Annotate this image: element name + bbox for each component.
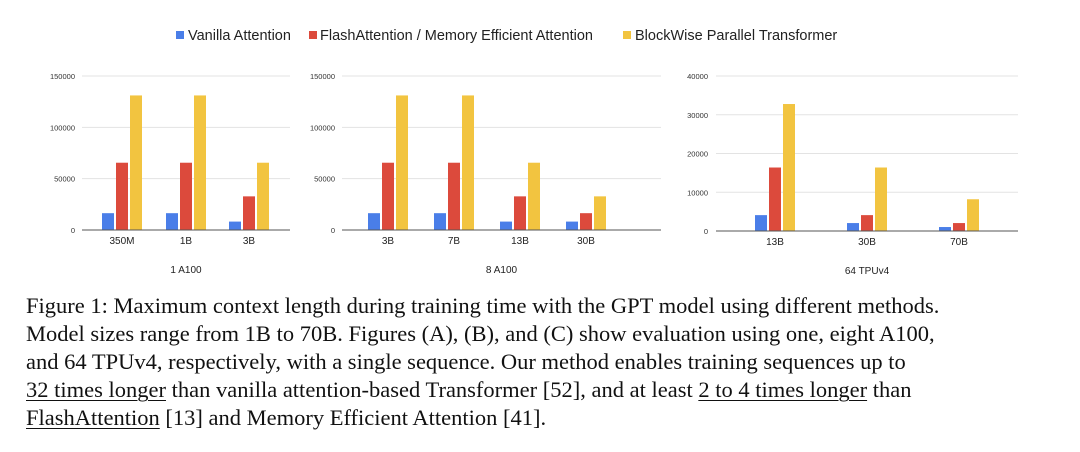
- y-tick-label: 0: [704, 227, 708, 236]
- x-axis-label: 64 TPUv4: [845, 266, 890, 277]
- bar: [875, 167, 887, 231]
- x-tick-label: 13B: [511, 236, 529, 247]
- bar: [861, 215, 873, 231]
- bar: [953, 223, 965, 231]
- x-tick-label: 1B: [180, 236, 193, 247]
- bar: [382, 162, 394, 230]
- y-tick-label: 0: [71, 226, 75, 235]
- legend-swatch: [623, 31, 631, 39]
- bar: [462, 95, 474, 231]
- chart-panel: 0 50000 100000 150000 3B 7B 13B 30B 8 A100: [310, 72, 661, 276]
- legend-item: BlockWise Parallel Transformer: [623, 28, 837, 44]
- y-tick-label: 30000: [687, 111, 708, 120]
- bar: [194, 95, 206, 231]
- bar: [257, 162, 269, 230]
- x-tick-label: 70B: [950, 237, 968, 248]
- bar: [847, 223, 859, 231]
- legend-swatch: [309, 31, 317, 39]
- bar: [166, 213, 178, 230]
- chart-panel: 0 50000 100000 150000 350M 1B 3B 1 A100: [50, 72, 290, 276]
- y-tick-label: 20000: [687, 150, 708, 159]
- bar: [939, 227, 951, 231]
- y-tick-label: 40000: [687, 72, 708, 81]
- bar: [243, 196, 255, 230]
- bar: [448, 162, 460, 230]
- caption-emphasis-32x: 32 times longer: [26, 377, 166, 402]
- caption-flashattention: FlashAttention: [26, 405, 160, 430]
- bar: [580, 213, 592, 230]
- caption-line-4-end: than: [867, 377, 912, 402]
- x-tick-label: 30B: [577, 236, 595, 247]
- caption-emphasis-2-4x: 2 to 4 times longer: [698, 377, 868, 402]
- legend-item: FlashAttention / Memory Efficient Attent…: [309, 28, 593, 44]
- y-tick-label: 10000: [687, 188, 708, 197]
- caption-line-2: Model sizes range from 1B to 70B. Figure…: [26, 321, 935, 346]
- y-tick-label: 150000: [50, 72, 75, 81]
- y-tick-label: 150000: [310, 72, 335, 81]
- bar: [116, 162, 128, 230]
- y-tick-label: 50000: [54, 175, 75, 184]
- x-tick-label: 3B: [382, 236, 395, 247]
- caption-line-3: and 64 TPUv4, respectively, with a singl…: [26, 349, 906, 374]
- bar: [514, 196, 526, 230]
- x-tick-label: 350M: [109, 236, 134, 247]
- legend-swatch: [176, 31, 184, 39]
- bar: [755, 215, 767, 231]
- bar: [434, 213, 446, 230]
- legend-label: BlockWise Parallel Transformer: [635, 28, 837, 44]
- bar: [368, 213, 380, 230]
- bar: [102, 213, 114, 230]
- caption-line-4-mid: than vanilla attention-based Transformer…: [165, 377, 699, 402]
- x-tick-label: 3B: [243, 236, 256, 247]
- x-tick-label: 13B: [766, 237, 784, 248]
- bar: [769, 167, 781, 231]
- legend-label: Vanilla Attention: [188, 28, 291, 44]
- figure-canvas: Vanilla Attention FlashAttention / Memory…: [50, 28, 1018, 277]
- y-tick-label: 100000: [50, 123, 75, 132]
- x-axis-label: 8 A100: [486, 265, 518, 276]
- bar: [783, 104, 795, 231]
- caption-line-5-end: [13] and Memory Efficient Attention [41]…: [159, 405, 547, 430]
- legend-label: FlashAttention / Memory Efficient Attent…: [320, 28, 593, 44]
- bar: [528, 162, 540, 230]
- bar: [967, 199, 979, 231]
- y-tick-label: 50000: [314, 175, 335, 184]
- legend: Vanilla Attention FlashAttention / Memory…: [176, 28, 837, 44]
- x-tick-label: 30B: [858, 237, 876, 248]
- chart-panel: 0 10000 20000 30000 40000 13B 30B 70B 64 TPUv4: [687, 72, 1018, 277]
- bar: [500, 221, 512, 230]
- legend-item: Vanilla Attention: [176, 28, 291, 44]
- figure-caption: Figure 1: Maximum context length during …: [26, 292, 1066, 432]
- y-tick-label: 100000: [310, 123, 335, 132]
- x-tick-label: 7B: [448, 236, 461, 247]
- bar: [130, 95, 142, 231]
- bar: [566, 221, 578, 230]
- bar: [180, 162, 192, 230]
- bar: [396, 95, 408, 231]
- y-tick-label: 0: [331, 226, 335, 235]
- caption-line-1: Figure 1: Maximum context length during …: [26, 293, 940, 318]
- bar: [594, 196, 606, 230]
- x-axis-label: 1 A100: [170, 265, 202, 276]
- bar: [229, 221, 241, 230]
